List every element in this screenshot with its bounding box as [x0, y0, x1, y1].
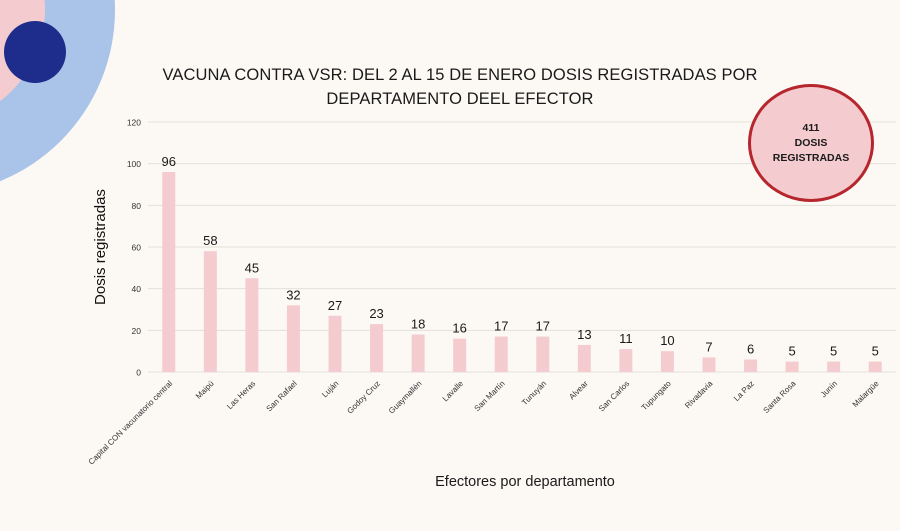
x-tick-label: Maipú [194, 379, 216, 401]
x-tick-label: Luján [320, 379, 340, 399]
bar [868, 361, 882, 372]
x-tick-label: San Rafael [264, 379, 299, 414]
y-tick-label: 100 [127, 159, 141, 169]
x-tick-label: La Paz [732, 379, 756, 403]
total-doses-label-1: DOSIS [794, 136, 828, 149]
bar [577, 344, 591, 372]
y-tick-label: 60 [132, 243, 142, 253]
bar [245, 278, 259, 372]
data-label: 7 [705, 339, 712, 354]
data-label: 96 [162, 154, 176, 169]
y-tick-label: 120 [127, 118, 141, 128]
bar [411, 334, 425, 372]
data-label: 5 [830, 344, 837, 359]
data-label: 27 [328, 298, 342, 313]
bar [619, 349, 633, 372]
data-label: 18 [411, 317, 425, 332]
chart-title-line-2: DEPARTAMENTO DEEL EFECTOR [326, 90, 594, 108]
bar [370, 324, 384, 372]
x-tick-label: Las Heras [225, 379, 257, 411]
total-doses-value: 411 [802, 121, 820, 134]
data-label: 58 [203, 233, 217, 248]
bar [536, 336, 550, 372]
bar [286, 305, 300, 372]
x-tick-label: San Carlos [597, 379, 631, 413]
y-tick-label: 20 [132, 326, 142, 336]
x-tick-label: Junín [819, 379, 839, 399]
y-tick-label: 40 [132, 284, 142, 294]
data-label: 17 [494, 319, 508, 334]
data-label: 5 [872, 344, 879, 359]
bar [494, 336, 508, 372]
bar [702, 357, 716, 372]
y-tick-label: 0 [136, 368, 141, 378]
x-tick-label: Godoy Cruz [345, 379, 382, 416]
data-label: 32 [286, 287, 300, 302]
x-tick-label: Rivadavia [683, 379, 715, 411]
total-doses-label-2: REGISTRADAS [772, 151, 850, 164]
x-tick-label: Tunuyán [520, 379, 548, 407]
x-tick-label: Santa Rosa [762, 379, 798, 415]
total-doses-badge: 411 DOSIS REGISTRADAS [748, 84, 874, 202]
data-labels: 96 58 45 32 27 23 18 16 17 17 13 11 10 7 6 5 5 5 [162, 154, 879, 359]
x-axis-label: Efectores por departamento [435, 474, 615, 490]
data-label: 17 [536, 319, 550, 334]
data-label: 6 [747, 342, 754, 357]
x-axis-ticks: Capital CON vacunatorio central Maipú Las … [87, 379, 881, 467]
bar [660, 351, 674, 372]
data-label: 16 [452, 321, 466, 336]
dot-decoration [4, 21, 66, 83]
bars [162, 172, 882, 372]
x-tick-label: Lavalle [441, 379, 466, 404]
x-tick-label: Guaymallén [387, 379, 424, 416]
y-tick-label: 80 [132, 201, 142, 211]
bar [162, 172, 176, 372]
x-tick-label: Alvear [567, 379, 590, 402]
x-tick-label: Capital CON vacunatorio central [87, 379, 175, 467]
chart-title-line-1: VACUNA CONTRA VSR: DEL 2 AL 15 DE ENERO … [162, 66, 758, 84]
chart-title: VACUNA CONTRA VSR: DEL 2 AL 15 DE ENERO … [160, 63, 760, 111]
x-tick-label: Malargüe [851, 379, 881, 409]
bar [328, 315, 342, 372]
bar [785, 361, 799, 372]
y-axis-ticks: 0 20 40 60 80 100 120 [127, 118, 141, 378]
bar [453, 338, 467, 372]
data-label: 13 [577, 327, 591, 342]
bar [827, 361, 841, 372]
x-tick-label: Tupungato [640, 379, 674, 413]
bar [744, 359, 758, 372]
x-tick-label: San Martín [473, 379, 507, 413]
data-label: 5 [788, 344, 795, 359]
data-label: 11 [619, 331, 633, 346]
data-label: 45 [245, 260, 259, 275]
y-axis-label: Dosis registradas [92, 189, 109, 305]
bar [203, 251, 217, 372]
data-label: 23 [369, 306, 383, 321]
data-label: 10 [660, 333, 674, 348]
